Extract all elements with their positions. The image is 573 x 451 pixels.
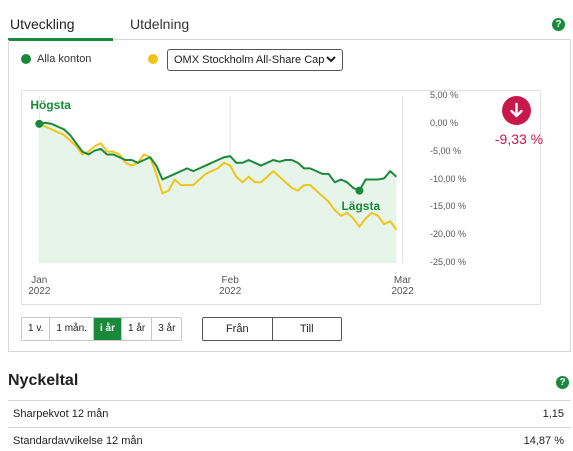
high-marker bbox=[35, 119, 44, 128]
x-tick-label: Jan 2022 bbox=[28, 275, 51, 297]
period-3-years-button[interactable]: 3 år bbox=[152, 318, 182, 340]
help-icon[interactable]: ? bbox=[552, 18, 565, 31]
period-1-month-button[interactable]: 1 mån. bbox=[50, 318, 94, 340]
chart-panel bbox=[8, 40, 571, 352]
y-tick-label: 0,00 % bbox=[430, 117, 459, 128]
change-value: -9,33 % bbox=[494, 131, 544, 147]
date-range-selector: Från Till bbox=[202, 317, 342, 341]
x-tick-label: Feb 2022 bbox=[219, 275, 242, 297]
legend-dot-alla-konton bbox=[21, 54, 31, 64]
period-selector: 1 v. 1 mån. i år 1 år 3 år bbox=[21, 317, 183, 341]
y-tick-label: -20,00 % bbox=[430, 229, 467, 240]
kpi-help-icon[interactable]: ? bbox=[556, 376, 569, 389]
chart-frame bbox=[21, 90, 541, 305]
x-tick-label: Mar 2022 bbox=[391, 275, 414, 297]
high-label: Högsta bbox=[30, 97, 71, 112]
y-tick-label: -25,00 % bbox=[430, 257, 467, 267]
series-area-0 bbox=[39, 122, 397, 263]
kpi-label: Sharpekvot 12 mån bbox=[13, 408, 109, 420]
period-ytd-button[interactable]: i år bbox=[93, 318, 122, 340]
kpi-value: 1,15 bbox=[542, 408, 564, 420]
kpi-row-stddev: Standardavvikelse 12 mån 14,87 % bbox=[8, 427, 571, 451]
y-tick-label: -10,00 % bbox=[430, 173, 467, 184]
from-date-button[interactable]: Från bbox=[203, 318, 273, 340]
tab-bar: Utveckling Utdelning bbox=[8, 8, 571, 41]
low-label: Lägsta bbox=[341, 198, 381, 213]
series-line-0 bbox=[39, 121, 398, 192]
to-date-button[interactable]: Till bbox=[299, 323, 314, 335]
kpi-row-sharpe: Sharpekvot 12 mån 1,15 bbox=[8, 400, 571, 427]
period-1-year-button[interactable]: 1 år bbox=[121, 318, 153, 340]
series-line-1 bbox=[38, 122, 398, 231]
y-tick-label: -5,00 % bbox=[430, 145, 462, 156]
kpi-value: 14,87 % bbox=[523, 435, 564, 447]
arrow-down-icon bbox=[502, 96, 531, 125]
y-tick-label: -15,00 % bbox=[430, 201, 467, 212]
chevron-down-icon bbox=[326, 51, 336, 70]
benchmark-select[interactable]: OMX Stockholm All-Share Cap bbox=[167, 49, 343, 71]
legend-dot-benchmark bbox=[148, 54, 158, 64]
low-marker bbox=[355, 186, 364, 195]
y-tick-label: 5,00 % bbox=[430, 90, 459, 100]
period-1-week-button[interactable]: 1 v. bbox=[22, 318, 51, 340]
benchmark-select-value: OMX Stockholm All-Share Cap bbox=[174, 54, 325, 66]
tab-utdelning[interactable]: Utdelning bbox=[130, 16, 190, 32]
kpi-title: Nyckeltal bbox=[8, 372, 79, 389]
kpi-label: Standardavvikelse 12 mån bbox=[13, 435, 143, 447]
tab-utveckling[interactable]: Utveckling bbox=[8, 8, 113, 41]
legend-label-alla-konton: Alla konton bbox=[37, 53, 92, 65]
